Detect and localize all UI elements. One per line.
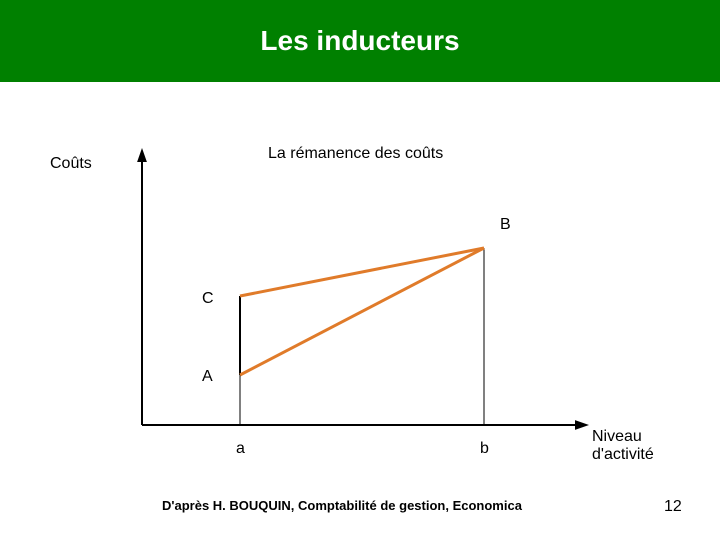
page-number: 12 xyxy=(664,498,682,516)
point-label-A: A xyxy=(202,368,213,386)
point-label-B: B xyxy=(500,216,511,234)
point-label-C: C xyxy=(202,290,214,308)
x-axis-label: Niveaud'activité xyxy=(592,428,654,465)
x-tick-a: a xyxy=(236,440,245,458)
slide: Les inducteurs La rémanence des coûts Co… xyxy=(0,0,720,540)
x-tick-b: b xyxy=(480,440,489,458)
citation: D'après H. BOUQUIN, Comptabilité de gest… xyxy=(162,498,522,513)
